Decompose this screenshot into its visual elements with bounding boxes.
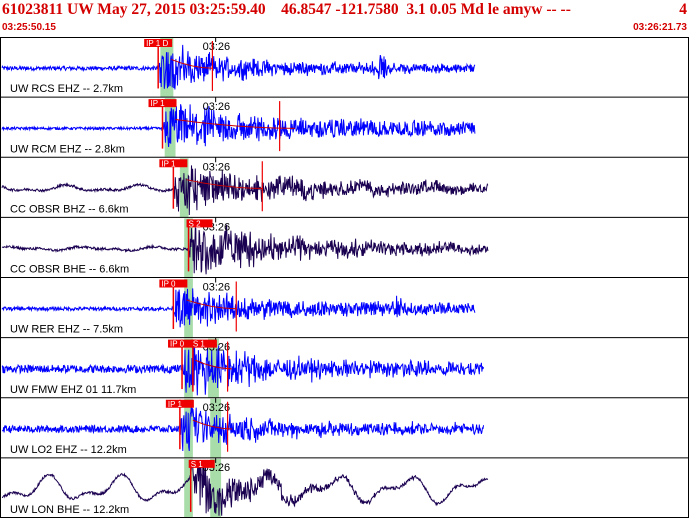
p-pick-flag <box>148 99 177 108</box>
waveform-trace <box>1 104 476 148</box>
waveform-trace <box>1 462 489 516</box>
amplitude-curve <box>186 299 237 310</box>
analysis-window <box>184 458 193 518</box>
amplitude-curve <box>192 419 232 430</box>
minute-label: 03:26 <box>203 161 231 173</box>
trace-panel: 03:26 IP 1 UW LO2 EHZ -- 12.2km <box>0 397 689 458</box>
p-pick-flag <box>165 399 194 408</box>
channel-number: 4 <box>679 1 687 18</box>
amplitude-curve <box>194 359 232 370</box>
channel-label: CC OBSR BHE -- 6.6km <box>10 264 129 276</box>
minute-label: 03:26 <box>203 101 231 113</box>
s-pick-label: S 2 <box>189 219 202 228</box>
channel-label: UW FMW EHZ 01 11.7km <box>10 384 136 396</box>
p-pick-label: IP 1 <box>151 99 166 108</box>
start-time: 03:25:50.15 <box>2 22 56 33</box>
p-pick-label: IP 1 <box>168 400 183 409</box>
p-pick-label: IP 1 D <box>146 39 168 48</box>
p-pick-flag <box>159 159 188 168</box>
waveform-trace <box>1 44 476 90</box>
amplitude-curve <box>175 119 295 129</box>
waveform-trace <box>1 288 476 328</box>
channel-label: UW RER EHZ -- 7.5km <box>10 324 123 336</box>
waveform-trace <box>1 342 484 396</box>
amplitude-curve <box>171 58 213 69</box>
p-pick-flag <box>159 279 188 288</box>
trace-panel: 03:26 IP 1 CC OBSR BHZ -- 6.6km <box>0 156 689 218</box>
s-pick-flag <box>190 339 217 348</box>
trace-panel: 03:26S 1UW LON BHE -- 12.2km <box>0 457 689 518</box>
analysis-window <box>210 458 222 518</box>
minute-label: 03:26 <box>203 282 231 294</box>
trace-panel: 03:26 IP 1 D UW RCS EHZ -- 2.7km <box>0 37 689 98</box>
channel-label: UW RCS EHZ -- 2.7km <box>10 83 123 95</box>
trace-panel: 03:26 IP 1 UW RCM EHZ -- 2.8km <box>0 96 689 158</box>
s-pick-flag <box>186 219 213 228</box>
channel-label: CC OBSR BHZ -- 6.6km <box>10 203 129 215</box>
end-time: 03:26:21.73 <box>633 22 687 33</box>
channel-label: UW LON BHE -- 12.2km <box>10 504 129 516</box>
p-pick-flag <box>144 39 173 47</box>
header: 61023811 UW May 27, 2015 03:25:59.40 46.… <box>0 0 689 37</box>
minute-label: 03:26 <box>203 402 231 414</box>
p-pick-label: IP 0 <box>161 280 176 289</box>
channel-label: UW RCM EHZ -- 2.8km <box>10 143 125 155</box>
event-title: 61023811 UW May 27, 2015 03:25:59.40 46.… <box>2 1 571 18</box>
p-pick-flag <box>168 339 197 348</box>
trace-panel: 03:26S 2CC OBSR BHE -- 6.6km <box>0 216 689 278</box>
seismogram-plot: 03:26 IP 1 D UW RCS EHZ -- 2.7km 03:26 IP 1 U… <box>0 37 689 518</box>
amplitude-curve <box>186 179 263 190</box>
s-pick-flag <box>188 459 215 468</box>
p-pick-label: IP 1 <box>161 159 176 168</box>
waveform-trace <box>1 165 489 216</box>
analysis-window <box>208 338 219 398</box>
waveform-trace <box>1 224 489 275</box>
waveform-trace <box>1 403 484 452</box>
channel-label: UW LO2 EHZ -- 12.2km <box>10 444 127 456</box>
s-pick-label: S 1 <box>193 340 206 349</box>
trace-panel: 03:26 IP 0 UW RER EHZ -- 7.5km <box>0 277 689 338</box>
minute-label: 03:26 <box>203 41 231 53</box>
p-pick-label: IP 0 <box>170 340 185 349</box>
s-pick-label: S 1 <box>191 460 204 469</box>
